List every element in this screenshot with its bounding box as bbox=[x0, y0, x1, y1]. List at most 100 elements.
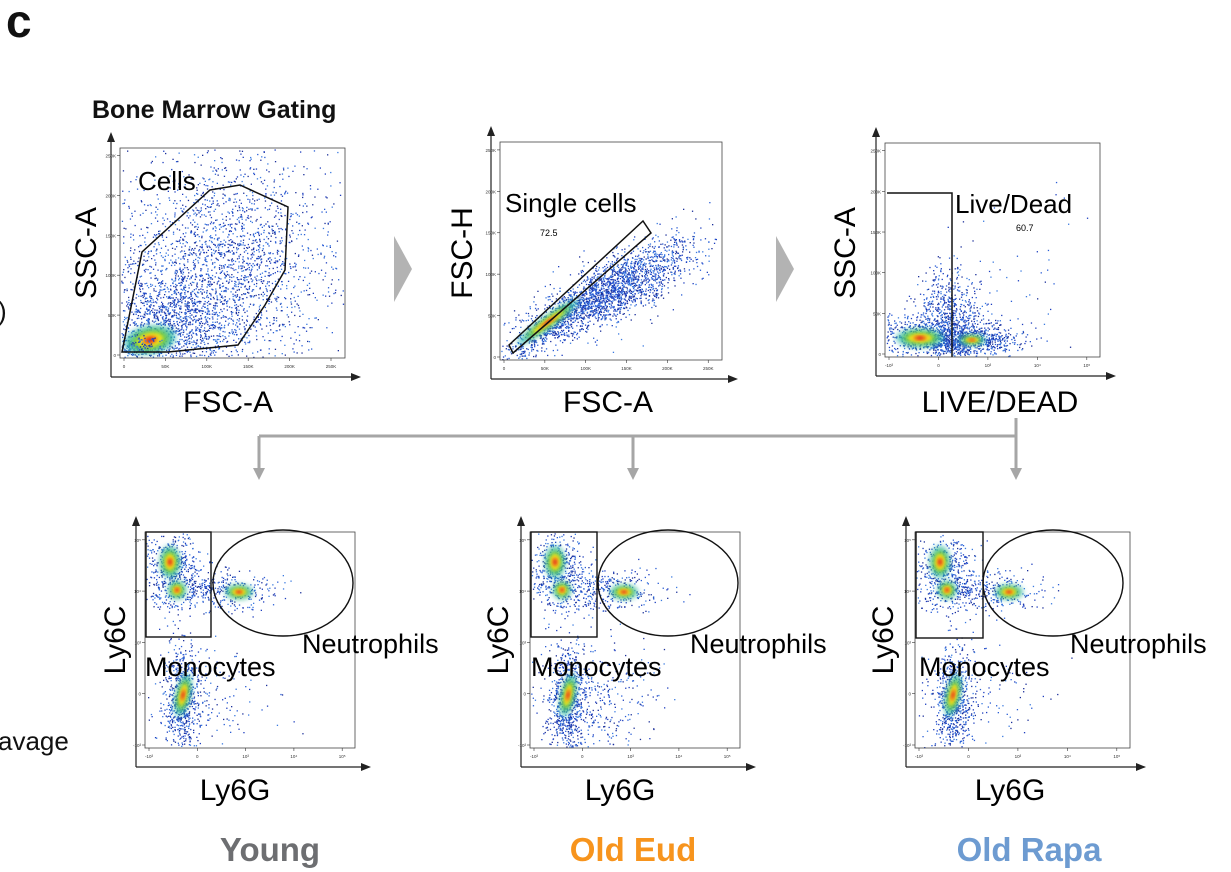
event-dot bbox=[187, 268, 189, 271]
plot-frame bbox=[119, 147, 346, 359]
event-dot bbox=[167, 323, 170, 325]
event-dot bbox=[200, 274, 202, 276]
event-dot bbox=[657, 297, 660, 299]
event-dot bbox=[200, 207, 202, 209]
event-dot bbox=[175, 275, 177, 277]
event-dot bbox=[705, 255, 707, 257]
event-dot bbox=[211, 263, 214, 265]
event-dot bbox=[196, 291, 199, 293]
event-dot bbox=[212, 321, 214, 323]
event-dot bbox=[255, 285, 258, 287]
event-dot bbox=[603, 290, 605, 292]
event-dot bbox=[259, 323, 261, 325]
event-dot bbox=[296, 352, 298, 354]
event-dot bbox=[268, 232, 270, 234]
event-dot bbox=[272, 323, 274, 325]
event-dot bbox=[153, 301, 155, 303]
event-dot bbox=[314, 297, 316, 299]
cut-off-lavage-text: avage bbox=[0, 726, 69, 756]
event-dot bbox=[180, 288, 182, 290]
event-dot bbox=[640, 297, 642, 299]
event-dot bbox=[168, 325, 171, 327]
event-dot bbox=[165, 314, 167, 316]
event-dot bbox=[614, 270, 616, 272]
event-dot bbox=[300, 233, 302, 236]
event-dot bbox=[284, 214, 286, 217]
event-dot bbox=[173, 292, 175, 294]
event-dot bbox=[123, 324, 126, 326]
event-dot bbox=[214, 345, 217, 347]
event-dot bbox=[591, 307, 593, 310]
event-dot bbox=[223, 239, 225, 241]
event-dot bbox=[232, 323, 234, 325]
event-dot bbox=[624, 296, 627, 298]
event-dot bbox=[659, 265, 661, 267]
event-dot bbox=[190, 231, 193, 233]
event-dot bbox=[215, 304, 217, 306]
event-dot bbox=[194, 318, 196, 321]
event-dot bbox=[211, 252, 213, 254]
event-dot bbox=[169, 187, 171, 189]
event-dot bbox=[182, 243, 184, 245]
event-dot bbox=[241, 294, 243, 296]
event-dot bbox=[182, 276, 184, 278]
event-dot bbox=[140, 324, 142, 326]
event-dot bbox=[303, 174, 305, 176]
event-dot bbox=[226, 341, 228, 343]
event-dot bbox=[203, 196, 205, 198]
event-dot bbox=[275, 210, 277, 212]
event-dot bbox=[206, 261, 208, 263]
event-dot bbox=[184, 277, 186, 279]
event-dot bbox=[214, 327, 216, 329]
event-dot bbox=[195, 355, 198, 358]
event-dot bbox=[194, 212, 196, 214]
event-dot bbox=[653, 304, 655, 306]
x-tick-label: 150K bbox=[243, 364, 254, 369]
event-dot bbox=[172, 158, 174, 160]
event-dot bbox=[245, 249, 247, 252]
event-dot bbox=[228, 199, 230, 201]
event-dot bbox=[240, 333, 242, 335]
event-dot bbox=[201, 325, 203, 327]
event-dot bbox=[179, 347, 181, 350]
event-dot bbox=[192, 252, 195, 254]
event-dot bbox=[571, 317, 573, 319]
event-dot bbox=[184, 312, 186, 314]
event-dot bbox=[220, 317, 222, 319]
event-dot bbox=[138, 341, 141, 343]
event-dot bbox=[122, 203, 124, 205]
event-dot bbox=[602, 317, 604, 319]
event-dot bbox=[168, 313, 170, 316]
event-dot bbox=[645, 288, 647, 290]
event-dot bbox=[165, 320, 167, 322]
event-dot bbox=[164, 319, 166, 322]
event-dot bbox=[645, 266, 647, 268]
event-dot bbox=[127, 271, 129, 273]
event-dot bbox=[191, 341, 193, 343]
event-dot bbox=[189, 330, 191, 333]
event-dot bbox=[214, 302, 216, 304]
event-dot bbox=[633, 276, 635, 279]
event-dot bbox=[219, 285, 221, 287]
event-dot bbox=[180, 207, 182, 210]
event-dot bbox=[195, 328, 197, 330]
event-dot bbox=[200, 209, 202, 211]
event-dot bbox=[243, 192, 245, 194]
event-dot bbox=[140, 315, 142, 317]
event-dot bbox=[586, 311, 589, 313]
event-dot bbox=[265, 285, 267, 287]
event-dot bbox=[231, 181, 233, 184]
event-dot bbox=[184, 297, 186, 299]
event-dot bbox=[590, 305, 593, 308]
event-dot bbox=[244, 244, 246, 247]
event-dot bbox=[675, 250, 677, 252]
event-dot bbox=[209, 211, 211, 213]
event-dot bbox=[240, 236, 243, 238]
event-dot bbox=[264, 275, 266, 277]
event-dot bbox=[225, 289, 227, 291]
event-dot bbox=[184, 275, 186, 278]
event-dot bbox=[202, 297, 204, 299]
event-dot bbox=[701, 262, 703, 264]
event-dot bbox=[571, 314, 573, 316]
event-dot bbox=[208, 330, 210, 332]
